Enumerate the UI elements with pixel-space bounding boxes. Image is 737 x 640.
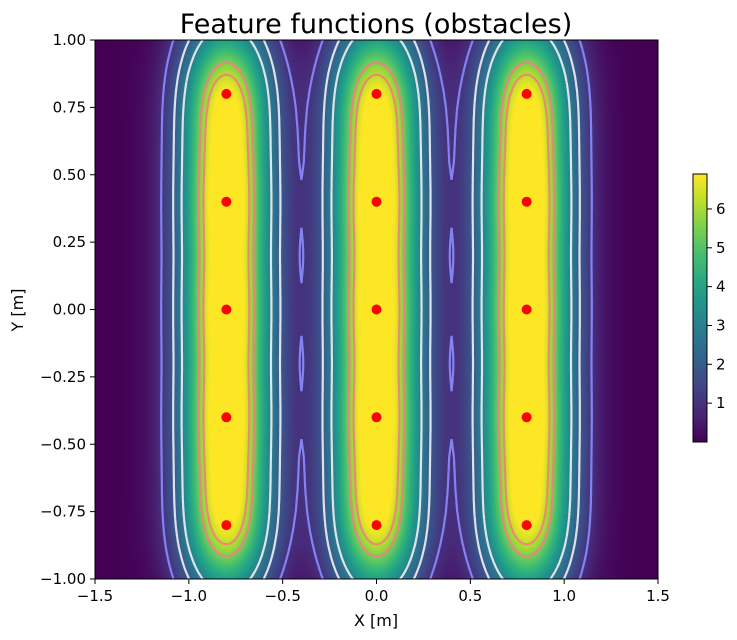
y-tick-label: −0.75 [40, 503, 86, 521]
contour-lines [160, 40, 593, 579]
y-tick-label: 0.50 [53, 166, 86, 184]
colorbar-tick-label: 1 [716, 394, 726, 412]
x-tick-label: −0.5 [264, 587, 300, 605]
y-tick-label: −1.00 [40, 570, 86, 588]
colorbar-tick-label: 6 [716, 200, 726, 218]
contour-line [172, 40, 581, 579]
contour-line [202, 73, 551, 546]
x-tick-label: −1.5 [77, 587, 113, 605]
colorbar-tick-label: 5 [716, 239, 726, 257]
obstacle-point [371, 88, 382, 99]
colorbar-tick-label: 4 [716, 278, 726, 296]
y-tick-label: 0.25 [53, 233, 86, 251]
x-tick-label: 1.5 [646, 587, 670, 605]
x-tick-label: 0.0 [365, 587, 389, 605]
contour-line [197, 61, 556, 558]
x-tick-label: −1.0 [171, 587, 207, 605]
obstacle-point [521, 88, 532, 99]
y-axis-ticks: 1.00 0.75 0.50 0.25 0.00 −0.25 −0.50 −0.75 −1.00 [40, 31, 95, 588]
obstacle-point [521, 304, 532, 315]
colorbar-tick-label: 3 [716, 316, 726, 334]
x-tick-label: 0.5 [458, 587, 482, 605]
obstacle-point [521, 520, 532, 531]
obstacle-point [371, 196, 382, 207]
contour-line [180, 40, 573, 579]
obstacle-point [371, 304, 382, 315]
colorbar-tick-label: 2 [716, 355, 726, 373]
colorbar [692, 173, 708, 443]
colorbar-ticks: 1 2 3 4 5 6 [707, 200, 726, 412]
chart-title: Feature functions (obstacles) [180, 9, 573, 40]
obstacle-point [221, 412, 232, 423]
x-tick-label: 1.0 [552, 587, 576, 605]
contour-line [160, 40, 593, 579]
y-axis-label: Y [m] [8, 289, 27, 333]
obstacle-point [221, 520, 232, 531]
y-tick-label: −0.25 [40, 368, 86, 386]
obstacle-point [371, 520, 382, 531]
y-tick-label: 0.00 [53, 301, 86, 319]
obstacle-point [221, 196, 232, 207]
y-tick-label: −0.50 [40, 435, 86, 453]
y-tick-label: 1.00 [53, 31, 86, 49]
x-axis-ticks: −1.5 −1.0 −0.5 0.0 0.5 1.0 1.5 [77, 579, 670, 605]
obstacle-point [521, 412, 532, 423]
x-axis-label: X [m] [354, 611, 398, 630]
obstacle-markers [221, 88, 532, 531]
y-tick-label: 0.75 [53, 98, 86, 116]
obstacle-point [221, 304, 232, 315]
obstacle-point [371, 412, 382, 423]
obstacle-point [221, 88, 232, 99]
obstacle-point [521, 196, 532, 207]
